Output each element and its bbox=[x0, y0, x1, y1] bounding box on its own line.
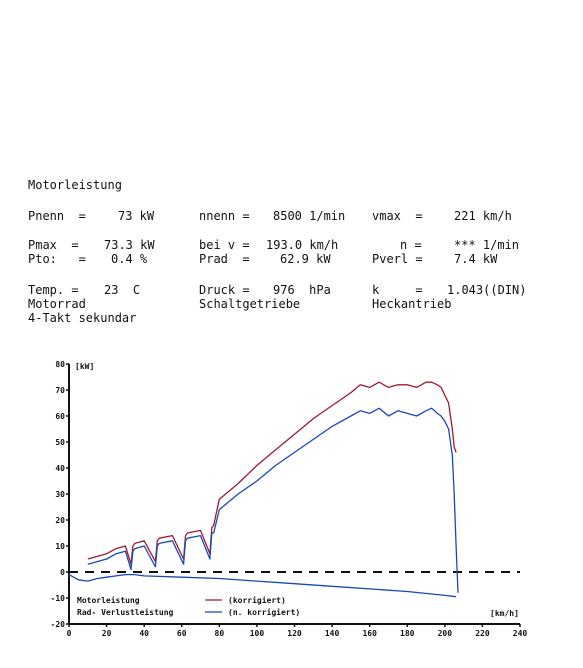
y-axis-label: [kW] bbox=[75, 362, 94, 371]
x-tick-label: 220 bbox=[475, 629, 490, 638]
y-tick-label: 40 bbox=[55, 464, 65, 473]
legend-note-1: (n. korrigiert) bbox=[228, 607, 300, 617]
legend-note-0: (korrigiert) bbox=[228, 595, 286, 605]
x-tick-label: 160 bbox=[362, 629, 377, 638]
k-value: 1.043((DIN) bbox=[447, 283, 527, 297]
report-heading: Motorleistung bbox=[28, 178, 122, 192]
x-tick-label: 60 bbox=[177, 629, 187, 638]
y-tick-label: 30 bbox=[55, 490, 65, 499]
series-line-0 bbox=[87, 381, 457, 565]
vmax-label: vmax = bbox=[372, 209, 423, 223]
temp-value: 23 C bbox=[104, 283, 141, 297]
pnenn-value: 73 kW bbox=[118, 209, 155, 223]
y-tick-label: 0 bbox=[60, 568, 65, 577]
engine-type: 4-Takt sekundar bbox=[28, 311, 137, 325]
prad-label: Prad = bbox=[199, 252, 250, 266]
x-tick-label: 180 bbox=[400, 629, 415, 638]
n-value: *** 1/min bbox=[454, 238, 520, 252]
legend-label-1: Rad- Verlustleistung bbox=[77, 607, 174, 617]
chart-lines bbox=[68, 381, 459, 598]
y-tick-label: 60 bbox=[55, 412, 65, 421]
temp-label: Temp. = bbox=[28, 283, 79, 297]
x-tick-label: 40 bbox=[139, 629, 149, 638]
gearbox-type: Schaltgetriebe bbox=[199, 297, 301, 311]
vehicle-type: Motorrad bbox=[28, 297, 86, 311]
n-label: n = bbox=[400, 238, 422, 252]
y-tick-label: -20 bbox=[51, 620, 66, 629]
nnenn-label: nnenn = bbox=[199, 209, 250, 223]
k-label: k = bbox=[372, 283, 423, 297]
nnenn-value: 8500 1/min bbox=[273, 209, 346, 223]
x-tick-label: 0 bbox=[67, 629, 72, 638]
x-tick-label: 200 bbox=[438, 629, 453, 638]
x-tick-label: 100 bbox=[250, 629, 265, 638]
legend-label-0: Motorleistung bbox=[77, 595, 140, 605]
prad-value: 62.9 kW bbox=[280, 252, 331, 266]
drive-type: Heckantrieb bbox=[372, 297, 452, 311]
y-tick-label: 20 bbox=[55, 516, 65, 525]
pnenn-label: Pnenn = bbox=[28, 209, 86, 223]
druck-label: Druck = bbox=[199, 283, 250, 297]
series-line-2 bbox=[68, 573, 457, 598]
vmax-value: 221 km/h bbox=[454, 209, 512, 223]
pverl-value: 7.4 kW bbox=[454, 252, 498, 266]
x-tick-label: 20 bbox=[102, 629, 112, 638]
y-tick-label: 10 bbox=[55, 542, 65, 551]
beiv-value: 193.0 km/h bbox=[266, 238, 339, 252]
pmax-label: Pmax = bbox=[28, 238, 79, 252]
pverl-label: Pverl = bbox=[372, 252, 423, 266]
pto-value: 0.4 % bbox=[111, 252, 148, 266]
x-tick-label: 80 bbox=[215, 629, 225, 638]
y-tick-label: 70 bbox=[55, 386, 65, 395]
series-line-1 bbox=[87, 407, 459, 593]
beiv-label: bei v = bbox=[199, 238, 250, 252]
pmax-value: 73.3 kW bbox=[104, 238, 155, 252]
y-tick-label: -10 bbox=[51, 594, 66, 603]
y-tick-label: 50 bbox=[55, 438, 65, 447]
x-tick-label: 140 bbox=[325, 629, 340, 638]
chart-axes bbox=[68, 364, 520, 625]
druck-value: 976 hPa bbox=[273, 283, 331, 297]
pto-label: Pto: = bbox=[28, 252, 86, 266]
y-tick-label: 80 bbox=[55, 360, 65, 369]
chart-legend: Motorleistung (korrigiert) Rad- Verlustlei… bbox=[77, 595, 300, 617]
x-tick-label: 240 bbox=[513, 629, 528, 638]
x-axis-label: [km/h] bbox=[490, 609, 519, 618]
x-tick-label: 120 bbox=[287, 629, 302, 638]
